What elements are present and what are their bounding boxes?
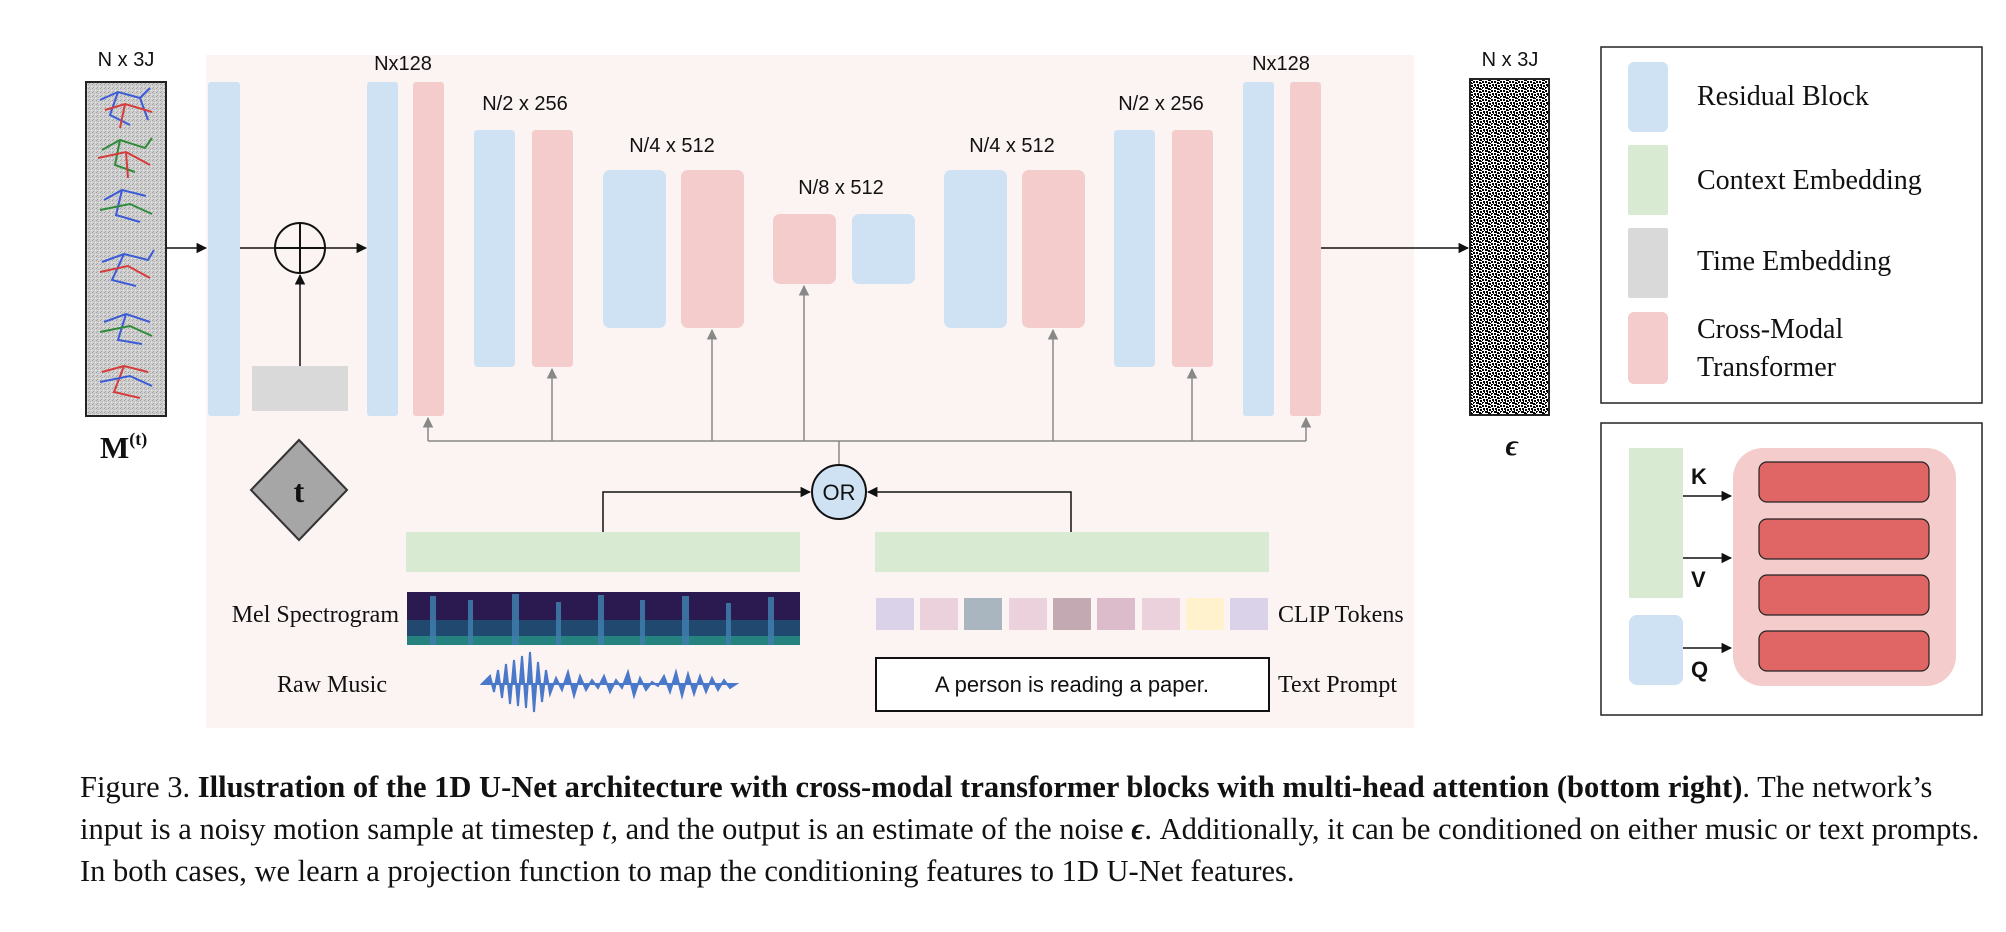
- input-shape-label: N x 3J: [98, 49, 155, 71]
- residual-block-enc2: [474, 130, 515, 367]
- input-motion-strip: [85, 81, 167, 417]
- timestep-symbol: t: [294, 473, 305, 509]
- music-context-embedding: [406, 532, 800, 572]
- mel-spectrogram-image: [407, 592, 800, 645]
- raw-music-waveform: [479, 651, 740, 713]
- residual-block-bottleneck: [852, 214, 915, 284]
- attention-residual-block: [1629, 615, 1683, 685]
- or-node: [811, 464, 867, 520]
- legend-item-time: Time Embedding: [1628, 228, 1891, 298]
- figure-caption: Figure 3. Illustration of the 1D U-Net a…: [80, 770, 1980, 888]
- transformer-block-dec2: [1172, 130, 1213, 367]
- residual-block-in: [208, 82, 240, 416]
- time-embedding-block: [252, 366, 348, 411]
- stage-label-bottleneck: N/8 x 512: [798, 177, 884, 199]
- attention-context-embedding: [1629, 448, 1683, 598]
- svg-text:Time Embedding: Time Embedding: [1697, 246, 1891, 277]
- svg-text:Cross-Modal: Cross-Modal: [1697, 314, 1843, 345]
- stage-label-enc3: N/4 x 512: [629, 135, 715, 157]
- raw-music-label: Raw Music: [277, 672, 387, 698]
- transformer-block-bottleneck: [773, 214, 836, 284]
- transformer-block-enc3: [681, 170, 744, 328]
- music-branch-arrow: [602, 486, 812, 532]
- unet-architecture-diagram: N x 3J M(t) t Nx128 N/2 x 2: [85, 46, 1983, 728]
- timestep-diamond: [249, 438, 349, 542]
- residual-block-enc3: [603, 170, 666, 328]
- svg-text:Context Embedding: Context Embedding: [1697, 165, 1922, 196]
- text-prompt-value: A person is reading a paper.: [935, 672, 1209, 697]
- residual-block-enc1: [367, 82, 398, 416]
- input-symbol: M(t): [100, 429, 147, 465]
- text-context-embedding: [875, 532, 1269, 572]
- stage-label-dec2: N/2 x 256: [1118, 93, 1204, 115]
- text-branch-arrow: [866, 486, 1072, 532]
- attention-heads: [1758, 461, 1930, 672]
- output-shape-label: N x 3J: [1482, 49, 1539, 71]
- legend-item-residual: Residual Block: [1628, 62, 1869, 132]
- transformer-block-enc2: [532, 130, 573, 367]
- transformer-block-dec3: [1022, 170, 1085, 328]
- output-noise-strip: [1469, 78, 1550, 416]
- transformer-block-dec1: [1290, 82, 1321, 416]
- clip-tokens: [876, 598, 1268, 630]
- stage-label-enc1: Nx128: [374, 53, 432, 75]
- legend-item-context: Context Embedding: [1628, 145, 1922, 215]
- stage-label-enc2: N/2 x 256: [482, 93, 568, 115]
- q-label: Q: [1691, 657, 1708, 682]
- svg-text:Transformer: Transformer: [1697, 352, 1837, 383]
- v-label: V: [1691, 567, 1706, 592]
- stage-label-dec3: N/4 x 512: [969, 135, 1055, 157]
- residual-block-dec3: [944, 170, 1007, 328]
- attention-transformer-container: [1733, 448, 1956, 686]
- stage-label-dec1: Nx128: [1252, 53, 1310, 75]
- residual-block-dec2: [1114, 130, 1155, 367]
- conditioning-connections: [422, 284, 1312, 465]
- text-prompt-label: Text Prompt: [1278, 672, 1397, 698]
- or-label: OR: [823, 480, 856, 505]
- k-label: K: [1691, 464, 1707, 489]
- legend-item-transformer: Cross-Modal Transformer: [1628, 312, 1843, 384]
- residual-block-dec1: [1243, 82, 1274, 416]
- text-prompt-box: [875, 657, 1270, 712]
- mel-spectrogram-label: Mel Spectrogram: [232, 602, 400, 628]
- transformer-block-enc1: [413, 82, 444, 416]
- svg-text:Residual Block: Residual Block: [1697, 81, 1869, 112]
- clip-tokens-label: CLIP Tokens: [1278, 602, 1404, 628]
- output-symbol: ϵ: [1506, 429, 1519, 462]
